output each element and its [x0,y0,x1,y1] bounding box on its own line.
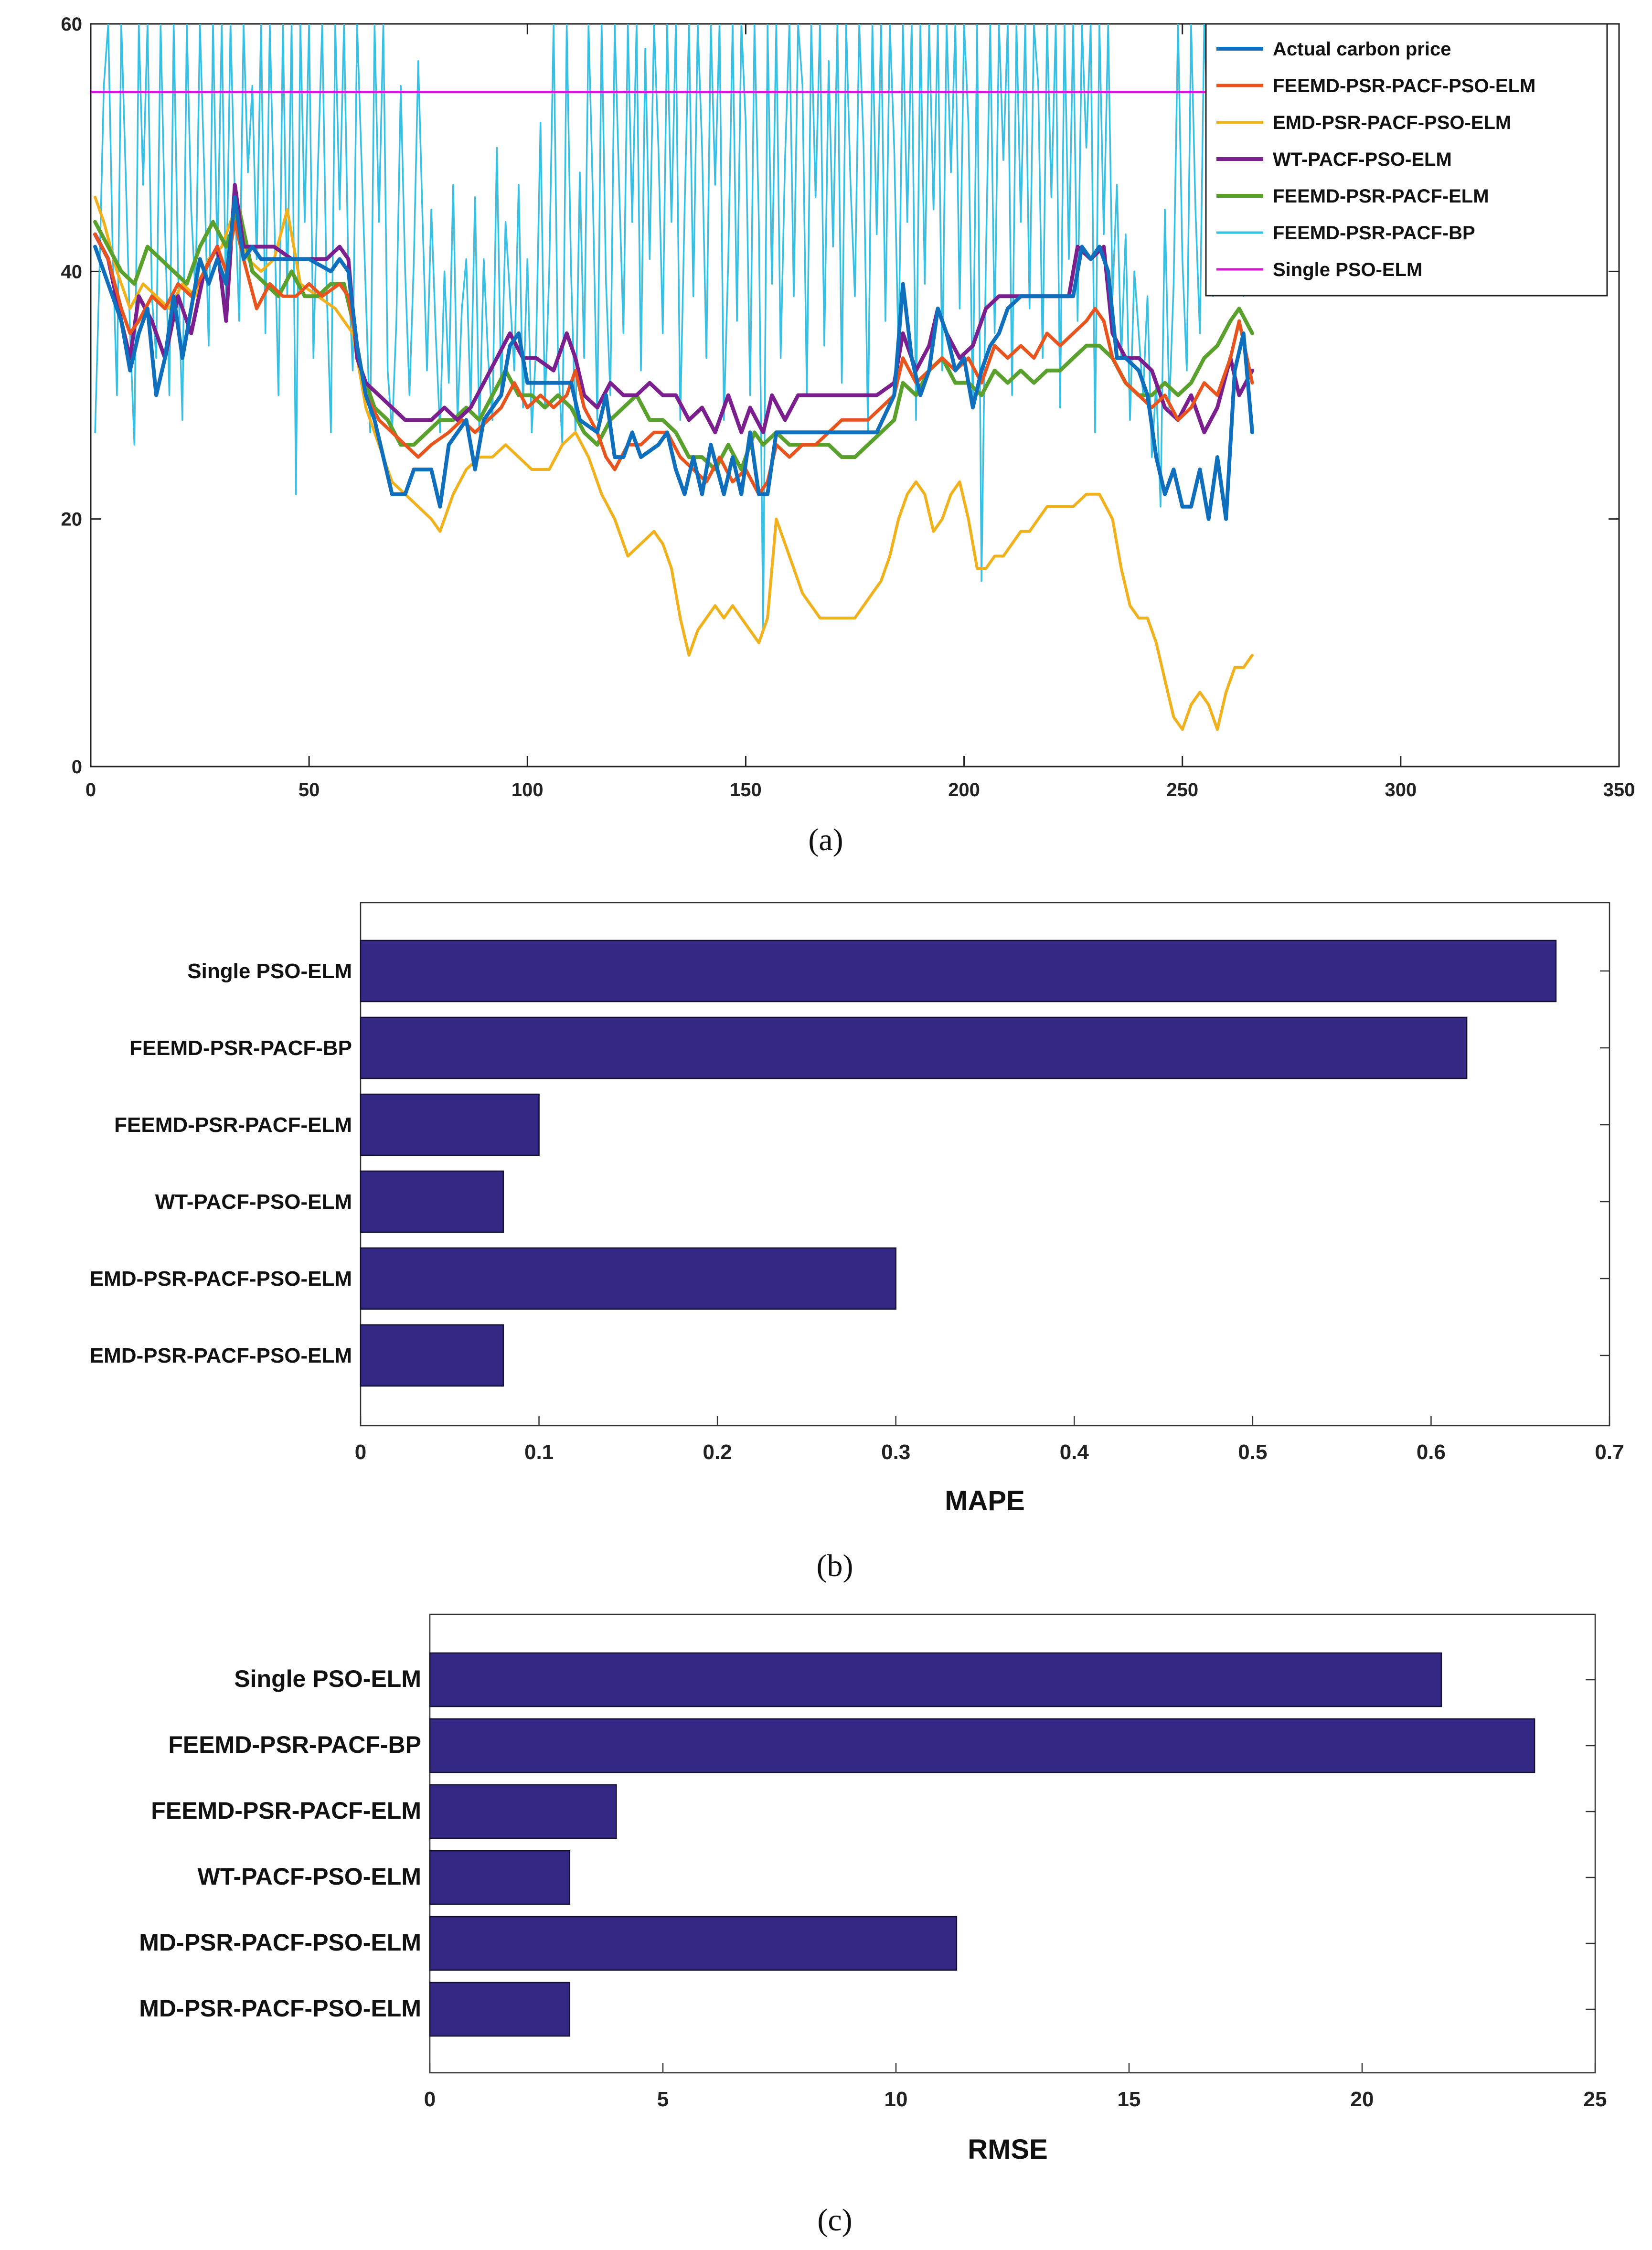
x-tick-label: 0.6 [1417,1440,1446,1464]
legend-label: FEEMD-PSR-PACF-BP [1273,223,1475,244]
bar [429,1916,958,1971]
series-line [93,207,1254,471]
bar [429,1784,617,1839]
x-tick-label: 0 [355,1440,366,1464]
x-tick-label: 300 [1385,779,1417,800]
x-tick-label: 5 [657,2088,669,2111]
x-tick-label: 350 [1603,779,1635,800]
bar [360,1247,896,1310]
bar [360,1093,540,1156]
x-tick-label: 10 [885,2088,908,2111]
x-tick-label: 15 [1118,2088,1141,2111]
x-tick-label: 0.7 [1595,1440,1624,1464]
category-label: FEEMD-PSR-PACF-ELM [114,1113,352,1137]
x-tick-label: 0.5 [1238,1440,1267,1464]
bar [360,1016,1468,1079]
axis-ticks: 0 0.1 0.2 0.3 0.4 0.5 0.6 0.7 [355,970,1624,1464]
bar [360,1170,504,1233]
category-label: Single PSO-ELM [234,1665,421,1692]
category-label: MD-PSR-PACF-PSO-ELM [139,1995,421,2022]
y-tick-label: 60 [61,14,83,35]
x-tick-label: 20 [1351,2088,1374,2111]
x-axis-label: RMSE [968,2134,1048,2165]
legend-label: EMD-PSR-PACF-PSO-ELM [1273,112,1511,133]
caption: (b) [817,1548,853,1583]
y-tick-label: 40 [61,261,83,282]
bar [429,1718,1535,1773]
x-tick-label: 25 [1584,2088,1607,2111]
bar [360,1324,504,1387]
category-label: EMD-PSR-PACF-PSO-ELM [90,1344,352,1367]
x-tick-label: 0.2 [703,1440,732,1464]
category-label: WT-PACF-PSO-ELM [155,1190,352,1214]
mape-bar-chart-panel: 0 0.1 0.2 0.3 0.4 0.5 0.6 0.7 Single PSO-ELM FEE… [90,902,1624,1583]
bar [429,1982,571,2037]
x-tick-label: 150 [730,779,762,800]
x-tick-label: 100 [512,779,544,800]
x-tick-label: 0.4 [1060,1440,1089,1464]
category-label: FEEMD-PSR-PACF-ELM [151,1797,421,1824]
bar [429,1850,571,1905]
line-chart-panel: 0 50 100 150 200 250 300 350 0 20 40 60 Actual carb… [61,14,1635,857]
axis-ticks: 0 50 100 150 200 250 300 350 0 20 40 60 [61,14,1635,800]
series-lines [91,24,1254,731]
x-tick-label: 0 [424,2088,436,2111]
bar [360,939,1557,1002]
caption: (a) [808,822,843,857]
x-tick-label: 0 [85,779,96,800]
x-tick-label: 200 [948,779,980,800]
category-labels: Single PSO-ELM FEEMD-PSR-PACF-BP FEEMD-PSR… [139,1665,421,2022]
legend-label: FEEMD-PSR-PACF-PSO-ELM [1273,75,1535,96]
category-label: Single PSO-ELM [187,960,352,983]
axis-ticks: 0 5 10 15 20 25 [424,1679,1607,2111]
category-label: WT-PACF-PSO-ELM [198,1863,421,1890]
series-line [93,182,1254,435]
category-label: MD-PSR-PACF-PSO-ELM [139,1929,421,1956]
x-tick-label: 0.3 [881,1440,910,1464]
category-labels: Single PSO-ELM FEEMD-PSR-PACF-BP FEEMD-PSR… [90,960,352,1367]
y-tick-label: 20 [61,509,83,530]
x-tick-label: 50 [298,779,320,800]
category-label: EMD-PSR-PACF-PSO-ELM [90,1267,352,1290]
x-tick-label: 250 [1166,779,1198,800]
legend-label: WT-PACF-PSO-ELM [1273,149,1452,170]
bar [429,1652,1442,1707]
legend-box [1205,23,1608,297]
rmse-bar-chart-panel: 0 5 10 15 20 25 Single PSO-ELM FEEMD-PSR-PACF-… [139,1613,1607,2238]
legend-label: Single PSO-ELM [1273,259,1422,280]
bars [429,1652,1535,2037]
bars [360,939,1557,1387]
category-label: FEEMD-PSR-PACF-BP [129,1036,352,1060]
category-label: FEEMD-PSR-PACF-BP [168,1731,421,1758]
x-tick-label: 0.1 [524,1440,554,1464]
caption: (c) [817,2203,852,2238]
legend-label: Actual carbon price [1273,39,1451,60]
legend-label: FEEMD-PSR-PACF-ELM [1273,186,1489,207]
legend: Actual carbon price FEEMD-PSR-PACF-PSO-EL… [1205,23,1608,297]
series-line [93,195,1254,521]
x-axis-label: MAPE [945,1485,1025,1516]
series-line [94,195,1254,731]
y-tick-label: 0 [72,757,82,778]
